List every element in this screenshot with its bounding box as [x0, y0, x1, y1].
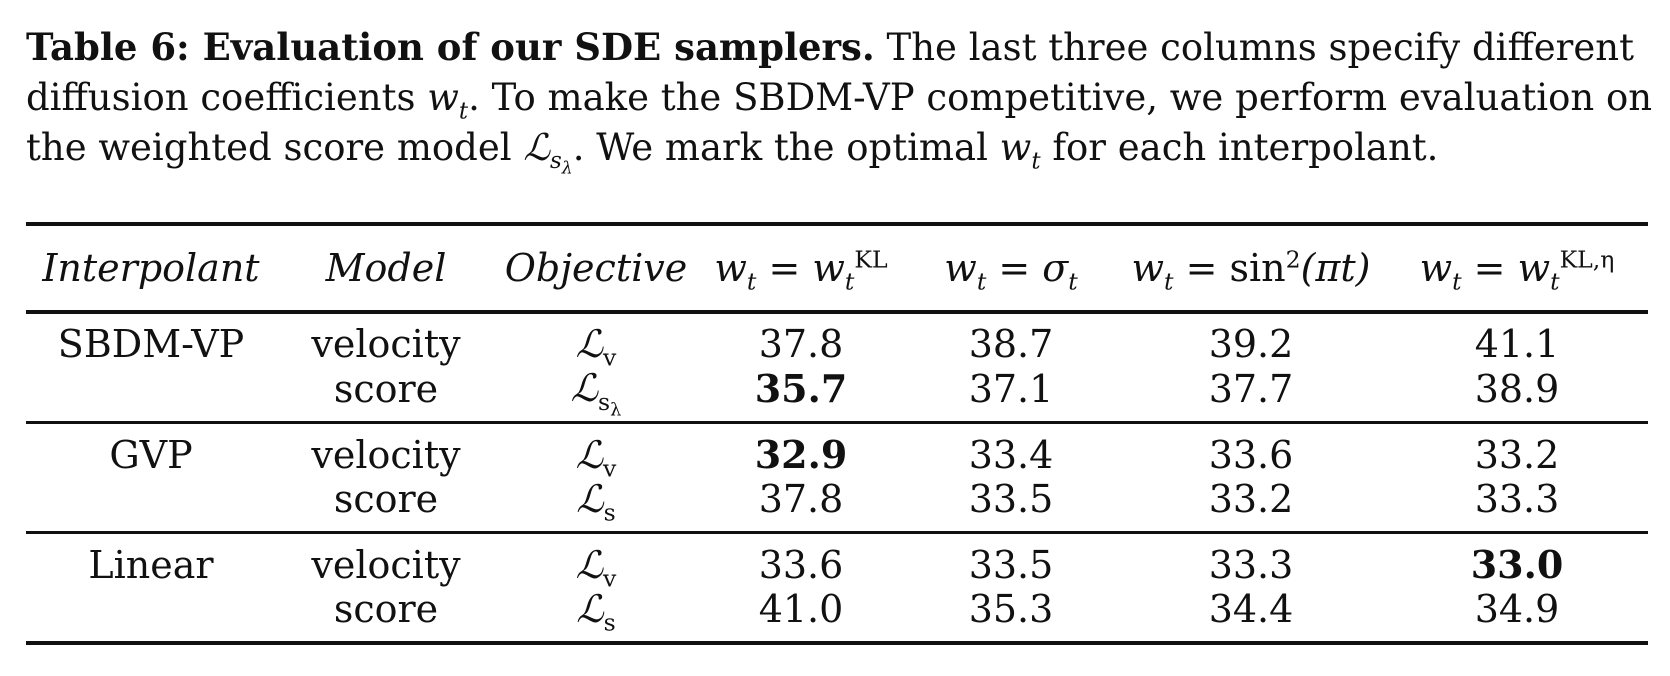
table-row: GVP velocity ℒv 32.9 33.4 33.6 33.2 [26, 424, 1648, 483]
cell-interpolant [26, 587, 276, 641]
cell-interpolant: SBDM-VP [57, 322, 245, 366]
cell-value: 34.4 [1208, 587, 1294, 631]
table-row: score ℒs 37.8 33.5 33.2 33.3 [26, 477, 1648, 531]
caption-text-3: . We mark the optimal [572, 126, 1000, 169]
cell-value: 33.3 [1474, 477, 1560, 521]
cell-value: 33.3 [1208, 542, 1294, 587]
bottom-rule [26, 641, 1648, 645]
cell-value: 33.6 [1208, 432, 1294, 477]
cell-model: velocity [311, 322, 461, 366]
cell-interpolant: Linear [88, 542, 214, 587]
table-row: SBDM-VP velocity ℒv 37.8 38.7 39.2 41.1 [26, 314, 1648, 372]
header-w-kl: wt = wtKL [714, 245, 888, 296]
cell-value: 37.7 [1208, 366, 1294, 411]
cell-value: 41.1 [1474, 322, 1560, 366]
cell-value: 39.2 [1208, 322, 1294, 366]
table-group: Linear velocity ℒv 33.6 33.5 33.3 33.0 score ℒs 4… [26, 534, 1648, 641]
table-row: Linear velocity ℒv 33.6 33.5 33.3 33.0 [26, 534, 1648, 593]
table-row: score ℒs 41.0 35.3 34.4 34.9 [26, 587, 1648, 641]
cell-value: 33.2 [1474, 432, 1560, 477]
header-w-sin: wt = sin2(πt) [1131, 245, 1371, 296]
cell-value: 33.4 [968, 432, 1054, 477]
cell-model: velocity [311, 432, 461, 477]
table-row: score ℒsλ 35.7 37.1 37.7 38.9 [26, 366, 1648, 421]
cell-model: velocity [311, 542, 461, 587]
cell-value: 37.8 [758, 322, 844, 366]
cell-value: 37.8 [758, 477, 844, 521]
cell-value: 32.9 [754, 432, 848, 477]
cell-value: 33.2 [1208, 477, 1294, 521]
caption-text-1: The last three columns specify different… [26, 26, 1634, 119]
cell-model: score [333, 587, 439, 631]
header-rule [26, 310, 1648, 314]
top-rule [26, 222, 1648, 226]
cell-value: 37.1 [968, 366, 1054, 411]
header-row: Interpolant Model Objective wt = wtKL wt… [26, 226, 1648, 310]
header-w-sigma: wt = σt [944, 246, 1078, 296]
cell-interpolant [26, 477, 276, 531]
cell-value: 33.5 [968, 477, 1054, 521]
cell-objective: ℒsλ [570, 366, 622, 421]
cell-value: 38.9 [1474, 366, 1560, 411]
caption-math-wt-2: wt [999, 126, 1041, 175]
group-rule [26, 531, 1648, 534]
table-caption: Table 6: Evaluation of our SDE samplers.… [26, 22, 1656, 179]
cell-objective: ℒv [575, 322, 617, 372]
cell-model: score [333, 366, 439, 411]
caption-math-wt: wt [427, 76, 469, 125]
cell-value: 34.9 [1474, 587, 1560, 631]
group-rule [26, 421, 1648, 424]
caption-lead: Table 6: Evaluation of our SDE samplers. [26, 25, 875, 69]
cell-objective: ℒv [575, 542, 617, 593]
cell-interpolant [26, 366, 276, 421]
caption-text-4: for each interpolant. [1040, 126, 1439, 169]
table-group: GVP velocity ℒv 32.9 33.4 33.6 33.2 score ℒs 37.8… [26, 424, 1648, 531]
cell-objective: ℒs [576, 477, 616, 527]
cell-objective: ℒs [576, 587, 616, 637]
cell-value: 33.5 [968, 542, 1054, 587]
cell-interpolant: GVP [109, 432, 193, 477]
caption-math-loss: ℒsλ [523, 126, 573, 179]
cell-value: 38.7 [968, 322, 1054, 366]
table-group: SBDM-VP velocity ℒv 37.8 38.7 39.2 41.1 score ℒs… [26, 314, 1648, 421]
header-interpolant: Interpolant [42, 246, 260, 290]
cell-objective: ℒv [575, 432, 617, 483]
table-body: SBDM-VP velocity ℒv 37.8 38.7 39.2 41.1 score ℒs… [26, 314, 1648, 645]
cell-value: 33.6 [758, 542, 844, 587]
header-w-kl-eta: wt = wtKL,η [1419, 245, 1615, 296]
cell-model: score [333, 477, 439, 521]
cell-value: 41.0 [758, 587, 844, 631]
cell-value: 35.7 [754, 366, 848, 411]
header-objective: Objective [504, 246, 688, 290]
caption-text-2: . To make the SBDM-VP competitive, we pe… [26, 76, 1653, 169]
cell-value: 33.0 [1470, 542, 1564, 587]
cell-value: 35.3 [968, 587, 1054, 631]
results-table: Interpolant Model Objective wt = wtKL wt… [26, 222, 1648, 645]
header-model: Model [325, 246, 447, 290]
